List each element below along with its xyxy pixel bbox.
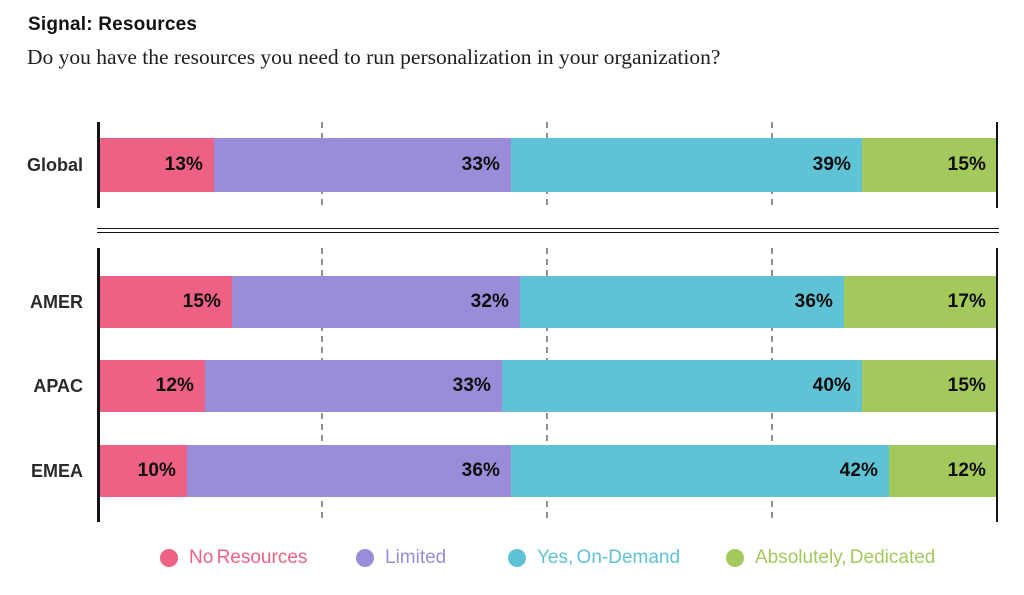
percent-label: 15% [947,154,986,175]
percent-label: 42% [839,460,878,481]
question-subtitle: Do you have the resources you need to ru… [27,45,721,69]
percent-label: 15% [947,375,986,396]
page-title: Signal: Resources [28,14,198,35]
separator-line [97,228,999,233]
legend-item-label: Limited [385,547,447,568]
axis-line-right [995,248,998,522]
bar-segment-absolutely-dedicated: 15% [862,360,997,412]
percent-label: 33% [461,154,500,175]
chart-legend: No Resources Limited Yes, On-Demand Absolut… [0,547,1024,571]
legend-item-label: Yes, On-Demand [537,547,681,568]
chart-section-global: Global 13% 33% 39% 15% [27,122,998,208]
bar-segment-yes-on-demand: 40% [502,360,862,412]
legend-swatch-icon [160,549,178,567]
bar-segment-yes-on-demand: 36% [520,276,844,328]
bar-segment-no-resources: 15% [97,276,232,328]
legend-item-absolutely-dedicated: Absolutely, Dedicated [726,547,935,569]
axis-line-left [97,122,100,208]
percent-label: 12% [947,460,986,481]
bar-segment-absolutely-dedicated: 15% [862,138,997,192]
row-label-amer: AMER [30,292,83,312]
bar-segment-limited: 33% [214,138,511,192]
bar-segment-yes-on-demand: 39% [511,138,862,192]
bar-segment-no-resources: 12% [97,360,205,412]
row-label-global: Global [26,155,83,175]
legend-item-label: Absolutely, Dedicated [755,547,936,568]
bar-segment-no-resources: 13% [97,138,214,192]
legend-item-no-resources: No Resources [160,547,307,569]
percent-label: 10% [137,460,176,481]
legend-swatch-icon [508,549,526,567]
legend-swatch-icon [356,549,374,567]
percent-label: 15% [182,291,221,312]
bar-segment-absolutely-dedicated: 17% [844,276,997,328]
bar-segment-limited: 36% [187,445,511,497]
row-label-apac: APAC [33,376,83,396]
legend-item-label: No Resources [189,547,308,568]
axis-line-left [97,248,100,522]
percent-label: 36% [461,460,500,481]
percent-label: 12% [155,375,194,396]
bar-segment-no-resources: 10% [97,445,187,497]
percent-label: 40% [812,375,851,396]
bar-row-global: 13% 33% 39% 15% [97,138,997,192]
axis-line-right [995,122,998,208]
legend-swatch-icon [726,549,744,567]
bar-segment-limited: 33% [205,360,502,412]
percent-label: 33% [452,375,491,396]
bar-segment-yes-on-demand: 42% [511,445,889,497]
percent-label: 39% [812,154,851,175]
legend-item-limited: Limited [356,547,446,569]
bar-segment-absolutely-dedicated: 12% [889,445,997,497]
percent-label: 13% [164,154,203,175]
row-label-emea: EMEA [30,461,83,481]
percent-label: 32% [470,291,509,312]
legend-item-yes-on-demand: Yes, On-Demand [508,547,680,569]
bar-row-apac: 12% 33% 40% 15% [97,360,997,412]
percent-label: 17% [947,291,986,312]
percent-label: 36% [794,291,833,312]
bar-segment-limited: 32% [232,276,520,328]
bar-row-emea: 10% 36% 42% 12% [97,445,997,497]
chart-section-regions: AMER 15% 32% 36% 17% APAC 12% 33% 40% 15% EMEA 10% 3… [30,248,998,522]
bar-row-amer: 15% 32% 36% 17% [97,276,997,328]
